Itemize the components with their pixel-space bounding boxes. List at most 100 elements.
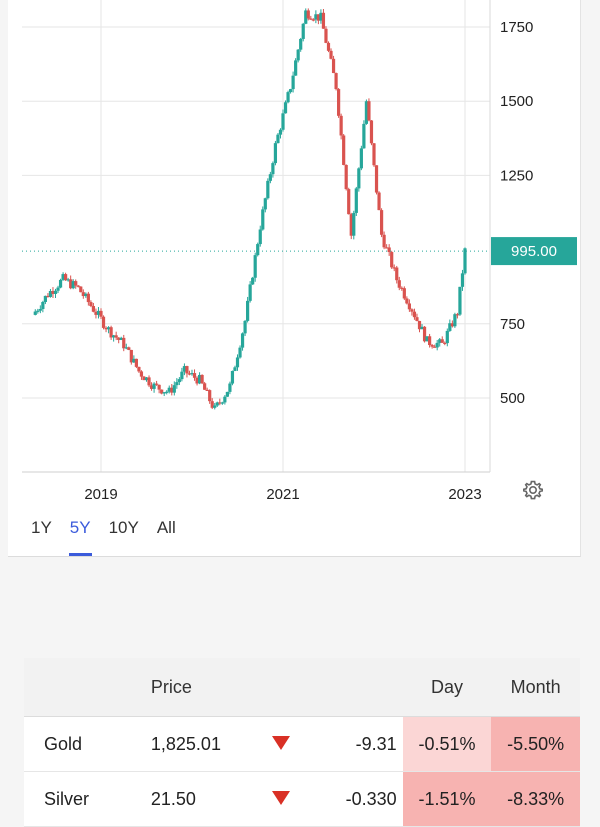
candle-body <box>114 335 118 338</box>
candle-body <box>124 347 128 349</box>
candle-body <box>66 279 70 281</box>
candle-body <box>309 18 313 20</box>
header-arrow <box>270 658 336 717</box>
table-row[interactable]: Gold 1,825.01 -9.31 -0.51% -5.50% <box>24 716 580 772</box>
down-arrow-cell <box>270 771 336 827</box>
candle-body <box>185 366 189 374</box>
candle-body <box>364 101 369 124</box>
candle-body <box>76 285 80 287</box>
candle-body <box>377 192 381 211</box>
header-price[interactable]: Price <box>149 658 271 717</box>
candle-body <box>134 358 138 367</box>
candle-body <box>162 392 166 394</box>
candle-body <box>215 402 219 406</box>
candle-body <box>397 280 401 288</box>
candle-body <box>200 374 204 384</box>
candle-body <box>167 387 171 392</box>
candle-body <box>157 384 161 390</box>
candle-body <box>352 212 356 236</box>
candle-body <box>443 342 447 345</box>
tab-5y[interactable]: 5Y <box>61 512 100 556</box>
candle-body <box>402 288 406 299</box>
header-month[interactable]: Month <box>491 658 580 717</box>
y-tick-label: 1500 <box>500 93 533 110</box>
candle-body <box>190 373 194 375</box>
candle-body <box>213 405 217 408</box>
current-price-label: 995.00 <box>511 243 557 260</box>
row-name[interactable]: Silver <box>24 771 150 827</box>
candle-body <box>324 28 328 43</box>
candle-body <box>46 295 50 298</box>
candle-body <box>337 89 341 116</box>
candle-body <box>263 198 267 210</box>
candle-body <box>132 358 136 363</box>
x-tick-label: 2023 <box>448 486 481 503</box>
table-row[interactable]: Silver 21.50 -0.330 -1.51% -8.33% <box>24 771 580 827</box>
candle-body <box>91 306 96 312</box>
price-chart-card <box>8 0 581 557</box>
down-arrow-cell <box>270 716 336 772</box>
down-triangle-icon <box>271 735 290 750</box>
candle-body <box>61 274 65 280</box>
candle-body <box>278 129 283 135</box>
candle-body <box>453 314 457 327</box>
candle-body <box>84 293 88 297</box>
candle-body <box>362 123 366 149</box>
candle-body <box>321 12 326 29</box>
candle-body <box>347 189 351 215</box>
quote-table: Price Day Month Gold 1,825.01 -9.31 -0.5… <box>24 658 580 827</box>
candle-body <box>149 385 154 389</box>
candle-body <box>147 377 151 386</box>
tab-1y[interactable]: 1Y <box>31 518 52 537</box>
candle-body <box>101 316 106 328</box>
candle-body <box>296 49 300 61</box>
header-day[interactable]: Day <box>402 658 492 717</box>
candle-body <box>177 379 181 383</box>
candle-body <box>314 14 318 20</box>
candle-body <box>253 255 257 278</box>
candle-body <box>71 281 75 289</box>
header-name <box>24 658 150 717</box>
candle-body <box>246 300 250 321</box>
row-day: -1.51% <box>402 771 492 827</box>
candle-body <box>385 247 389 249</box>
row-name[interactable]: Gold <box>24 716 150 772</box>
candle-body <box>81 292 85 297</box>
gear-icon[interactable] <box>521 478 545 502</box>
candle-body <box>104 327 108 330</box>
price-chart[interactable]: 995.00 1750 1500 1250 750 500 2019 2021 2023 <box>0 0 600 556</box>
candle-body <box>248 284 252 301</box>
header-change <box>335 658 403 717</box>
candle-body <box>448 323 452 331</box>
candle-body <box>299 38 303 50</box>
candle-body <box>400 287 404 289</box>
candle-body <box>223 396 227 403</box>
candle-body <box>86 293 90 303</box>
tab-10y[interactable]: 10Y <box>108 518 139 537</box>
candle-body <box>127 347 131 350</box>
candle-body <box>203 383 207 390</box>
y-tick-label: 1250 <box>500 167 533 184</box>
candle-body <box>405 298 409 304</box>
candle-body <box>319 12 323 21</box>
candle-body <box>112 335 116 338</box>
candle-body <box>96 310 101 315</box>
candle-body <box>379 210 384 235</box>
tab-all[interactable]: All <box>156 518 176 537</box>
candle-body <box>271 163 275 175</box>
candle-body <box>435 342 439 348</box>
candle-body <box>79 286 83 293</box>
candle-body <box>369 120 374 144</box>
x-tick-label: 2021 <box>266 486 299 503</box>
candle-body <box>180 371 184 380</box>
candle-body <box>357 168 361 189</box>
candle-body <box>139 371 144 377</box>
row-price: 21.50 <box>149 771 271 827</box>
candle-body <box>367 101 371 121</box>
row-change: -9.31 <box>335 716 403 772</box>
candle-body <box>208 390 212 402</box>
candle-body <box>51 291 55 294</box>
candle-body <box>137 366 141 372</box>
candle-body <box>235 357 240 368</box>
candle-body <box>342 135 346 165</box>
